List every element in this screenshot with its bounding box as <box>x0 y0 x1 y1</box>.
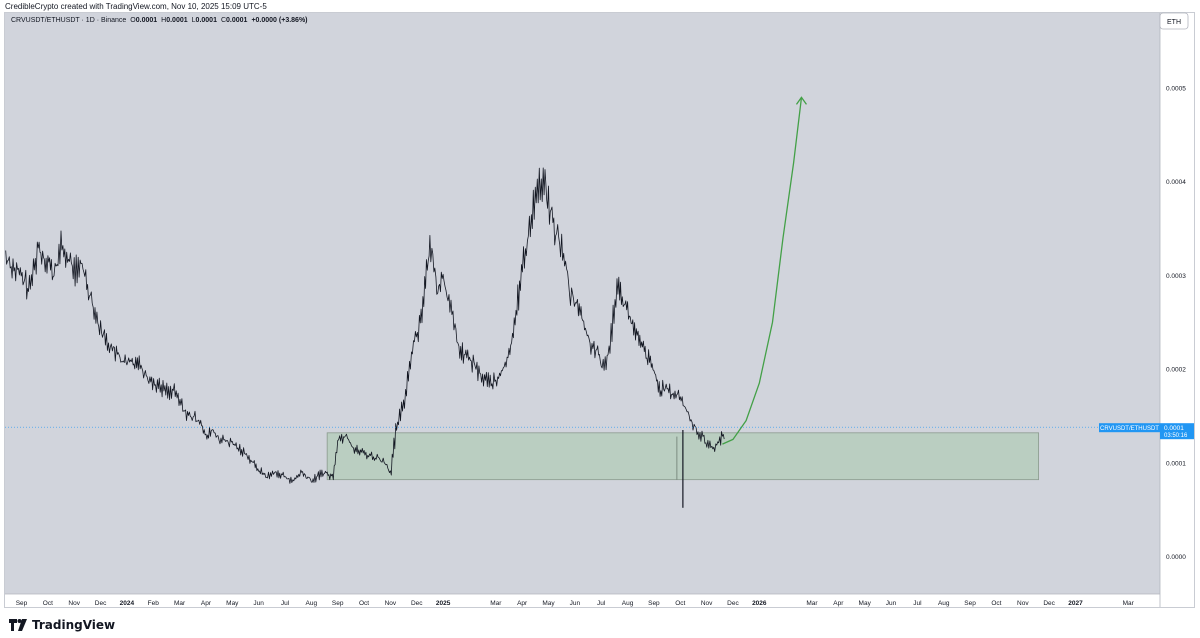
x-tick-label: Oct <box>991 600 1001 607</box>
x-tick-label: Dec <box>95 600 107 607</box>
x-tick-label: Oct <box>359 600 369 607</box>
tradingview-logo-icon <box>9 619 27 631</box>
x-tick-label: 2024 <box>120 600 135 607</box>
x-tick-label: Nov <box>1017 600 1029 607</box>
price-tag-value: 0.0001 <box>1164 425 1184 432</box>
chart-legend: CRVUSDT/ETHUSDT · 1D · Binance O0.0001 H0.… <box>11 17 308 24</box>
legend-high-label: H <box>161 17 166 24</box>
x-tick-label: Jul <box>597 600 606 607</box>
x-tick-label: Oct <box>675 600 685 607</box>
x-tick-label: 2027 <box>1068 600 1083 607</box>
x-tick-label: Sep <box>964 600 976 607</box>
footer-brand: TradingView <box>8 616 115 634</box>
x-tick-label: Nov <box>701 600 713 607</box>
legend-high-value: 0.0001 <box>166 17 188 24</box>
x-tick-label: Jul <box>913 600 922 607</box>
price-series-line <box>5 167 725 484</box>
x-tick-label: Apr <box>833 600 844 607</box>
legend-change: +0.0000 (+3.86%) <box>251 17 307 24</box>
x-tick-label: Apr <box>517 600 528 607</box>
plot-background <box>5 13 1160 594</box>
y-tick-label: 0.0001 <box>1166 460 1186 467</box>
price-tag-bg <box>1160 423 1194 440</box>
y-tick-label: 0.0004 <box>1166 179 1186 186</box>
price-tag-symbol-bg <box>1099 423 1160 433</box>
x-tick-label: Mar <box>1123 600 1135 607</box>
x-tick-label: Apr <box>201 600 212 607</box>
x-tick-label: Dec <box>411 600 423 607</box>
brand-name: TradingView <box>32 618 116 632</box>
legend-open-value: 0.0001 <box>136 17 158 24</box>
legend-close-value: 0.0001 <box>226 17 248 24</box>
x-tick-label: Jun <box>253 600 264 607</box>
x-tick-label: Nov <box>385 600 397 607</box>
time-scale-background <box>5 594 1160 607</box>
legend-low-label: L <box>192 17 196 24</box>
y-tick-label: 0.0003 <box>1166 273 1186 280</box>
price-scale-background <box>1160 13 1194 607</box>
price-tag-symbol: CRVUSDT/ETHUSDT <box>1100 426 1159 432</box>
price-tag-countdown: 03:50:16 <box>1164 433 1188 439</box>
x-tick-label: Aug <box>938 600 950 607</box>
x-tick-label: Jul <box>281 600 290 607</box>
x-tick-label: Sep <box>16 600 28 607</box>
x-tick-label: Sep <box>332 600 344 607</box>
x-tick-label: Aug <box>306 600 318 607</box>
x-tick-label: Dec <box>1043 600 1055 607</box>
x-tick-label: Feb <box>148 600 160 607</box>
x-tick-label: Nov <box>68 600 80 607</box>
y-tick-label: 0.0002 <box>1166 367 1186 374</box>
chart-frame <box>4 12 1195 608</box>
x-tick-label: May <box>542 600 555 607</box>
x-tick-label: Mar <box>490 600 502 607</box>
x-tick-label: Aug <box>622 600 634 607</box>
legend-close-label: C <box>221 17 226 24</box>
y-tick-label: 0.0000 <box>1166 554 1186 561</box>
x-tick-label: Jun <box>570 600 581 607</box>
x-tick-label: May <box>859 600 872 607</box>
legend-low-value: 0.0001 <box>196 17 218 24</box>
projection-arrowhead <box>795 96 807 105</box>
currency-button[interactable] <box>1159 12 1189 30</box>
x-tick-label: Mar <box>806 600 818 607</box>
attribution-text: CredibleCrypto created with TradingView.… <box>5 2 267 11</box>
x-tick-label: 2026 <box>752 600 767 607</box>
x-tick-label: Mar <box>174 600 186 607</box>
x-tick-label: Sep <box>648 600 660 607</box>
x-tick-label: 2025 <box>436 600 451 607</box>
projection-curve[interactable] <box>722 97 803 445</box>
x-tick-label: Oct <box>43 600 53 607</box>
legend-open-label: O <box>130 17 136 24</box>
x-tick-label: May <box>226 600 239 607</box>
currency-label: ETH <box>1167 19 1181 26</box>
x-tick-label: Dec <box>727 600 739 607</box>
y-tick-label: 0.0005 <box>1166 85 1186 92</box>
legend-symbol: CRVUSDT/ETHUSDT · 1D · Binance <box>11 17 126 24</box>
x-tick-label: Jun <box>886 600 897 607</box>
